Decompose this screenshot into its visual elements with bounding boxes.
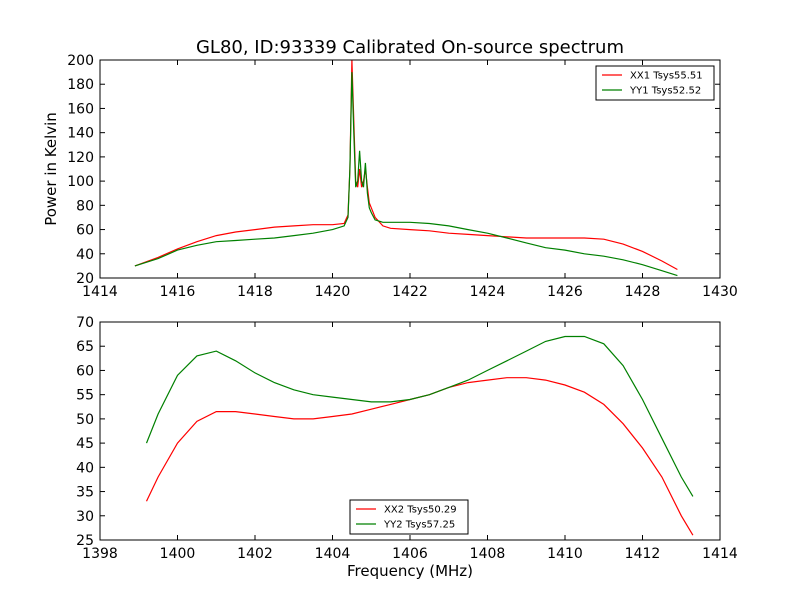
x-tick-label: 1430: [702, 284, 738, 300]
y-tick-label: 180: [67, 77, 94, 93]
series-line-2: [134, 72, 678, 277]
x-axis-title: Frequency (MHz): [347, 562, 473, 580]
y-tick-label: 160: [67, 101, 94, 117]
legend-label: XX1 Tsys55.51: [630, 71, 703, 82]
x-tick-label: 1414: [82, 284, 118, 300]
figure-title: GL80, ID:93339 Calibrated On-source spec…: [196, 37, 624, 58]
y-tick-label: 20: [76, 271, 94, 287]
y-tick-label: 80: [76, 198, 94, 214]
x-tick-label: 1410: [547, 546, 583, 562]
y-tick-label: 55: [76, 388, 94, 404]
y-tick-label: 60: [76, 363, 94, 379]
x-tick-label: 1408: [470, 546, 506, 562]
x-tick-label: 1402: [237, 546, 273, 562]
x-tick-label: 1420: [315, 284, 351, 300]
y-tick-label: 70: [76, 315, 94, 331]
x-tick-label: 1428: [625, 284, 661, 300]
bottom-spectrum-plot: 1398 1400 1402 1404 1406 1408 1410 1412 1414 25 30…: [76, 315, 738, 580]
y-axis-title: Power in Kelvin: [42, 112, 60, 226]
x-tick-label: 1426: [547, 284, 583, 300]
y-tick-label: 40: [76, 247, 94, 263]
x-tick-label: 1424: [470, 284, 506, 300]
legend: XX2 Tsys50.29 YY2 Tsys57.25: [349, 499, 469, 535]
legend-label: YY2 Tsys57.25: [383, 520, 455, 531]
x-tick-label: 1418: [237, 284, 273, 300]
top-spectrum-plot: 1414 1416 1418 1420 1422 1424 1426 1428 1430 20 40…: [42, 53, 738, 300]
y-tick-label: 30: [76, 509, 94, 525]
legend-box: [349, 499, 469, 535]
x-tick-label: 1400: [160, 546, 196, 562]
y-tick-label: 50: [76, 412, 94, 428]
legend: XX1 Tsys55.51 YY1 Tsys52.52: [595, 65, 715, 101]
y-tick-label: 40: [76, 460, 94, 476]
series-line-2: [145, 335, 694, 497]
y-tick-label: 25: [76, 533, 94, 549]
y-tick-label: 200: [67, 53, 94, 69]
y-tick-label: 35: [76, 485, 94, 501]
x-tick-label: 1404: [315, 546, 351, 562]
y-tick-label: 140: [67, 126, 94, 142]
x-tick-label: 1422: [392, 284, 428, 300]
x-tick-label: 1398: [82, 546, 118, 562]
legend-label: YY1 Tsys52.52: [629, 86, 701, 97]
y-tick-label: 100: [67, 174, 94, 190]
legend-box: [595, 65, 715, 101]
y-tick-label: 65: [76, 339, 94, 355]
x-tick-label: 1412: [625, 546, 661, 562]
y-tick-label: 120: [67, 150, 94, 166]
y-tick-label: 45: [76, 436, 94, 452]
y-tick-label: 60: [76, 223, 94, 239]
x-tick-label: 1416: [160, 284, 196, 300]
x-tick-label: 1406: [392, 546, 428, 562]
x-tick-label: 1414: [702, 546, 738, 562]
legend-label: XX2 Tsys50.29: [384, 505, 457, 516]
